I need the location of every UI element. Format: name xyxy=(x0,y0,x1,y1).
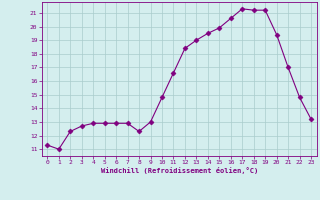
X-axis label: Windchill (Refroidissement éolien,°C): Windchill (Refroidissement éolien,°C) xyxy=(100,167,258,174)
